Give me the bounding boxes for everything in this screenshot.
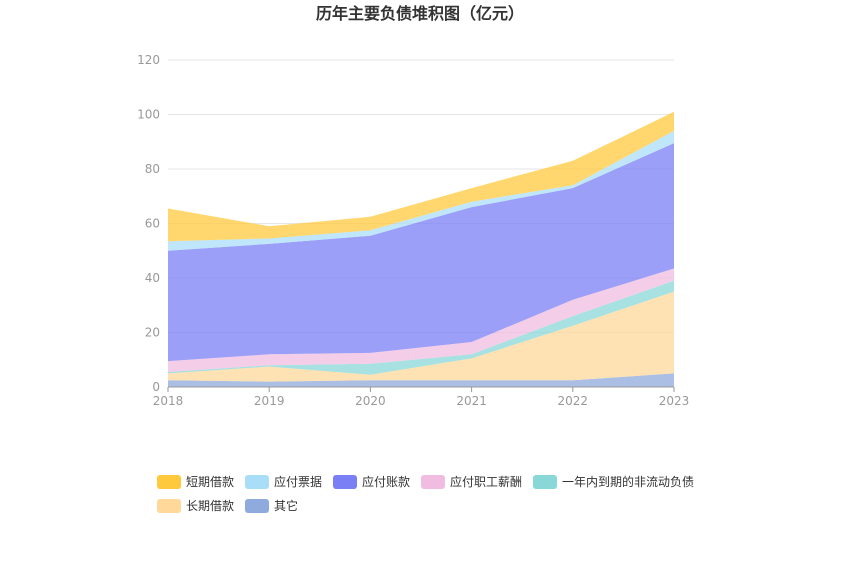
x-tick-label: 2023	[659, 394, 690, 408]
x-tick-label: 2020	[355, 394, 386, 408]
legend-item[interactable]: 短期借款	[157, 475, 234, 489]
x-tick-label: 2018	[153, 394, 184, 408]
legend-label: 长期借款	[186, 499, 234, 513]
y-tick-label: 100	[137, 108, 160, 122]
legend-swatch	[157, 475, 181, 489]
legend-item[interactable]: 应付职工薪酬	[421, 474, 522, 489]
y-tick-label: 120	[137, 53, 160, 67]
legend-item[interactable]: 长期借款	[157, 499, 234, 513]
y-tick-label: 0	[152, 380, 160, 394]
legend-label: 其它	[274, 498, 298, 513]
y-tick-label: 20	[145, 326, 160, 340]
area-series-4	[168, 143, 674, 362]
legend-label: 应付账款	[362, 474, 410, 489]
area-series	[168, 111, 674, 387]
x-tick-label: 2022	[558, 394, 589, 408]
legend-swatch	[421, 475, 445, 489]
legend-item[interactable]: 应付账款	[333, 474, 410, 489]
x-tick-label: 2019	[254, 394, 285, 408]
axes: 0 20 40 60 80 100 120 2018 2019 2020 2021 2022 2023	[137, 53, 689, 408]
legend-label: 一年内到期的非流动负债	[562, 474, 694, 489]
legend-swatch	[245, 499, 269, 513]
legend-label: 应付职工薪酬	[450, 474, 522, 489]
legend-label: 短期借款	[186, 475, 234, 489]
legend-swatch	[245, 475, 269, 489]
legend-item[interactable]: 一年内到期的非流动负债	[533, 474, 694, 489]
legend-item[interactable]: 应付票据	[245, 474, 322, 489]
area-series-1	[168, 291, 674, 382]
y-tick-label: 40	[145, 271, 160, 285]
legend-label: 应付票据	[274, 474, 322, 489]
legend-swatch	[157, 499, 181, 513]
chart-title: 历年主要负债堆积图（亿元）	[316, 4, 524, 23]
y-tick-label: 60	[145, 217, 160, 231]
area-series-6	[168, 111, 674, 242]
legend-item[interactable]: 其它	[245, 498, 298, 513]
x-tick-label: 2021	[456, 394, 487, 408]
legend-swatch	[333, 475, 357, 489]
y-tick-label: 80	[145, 162, 160, 176]
area-series-3	[168, 268, 674, 372]
legend-swatch	[533, 475, 557, 489]
